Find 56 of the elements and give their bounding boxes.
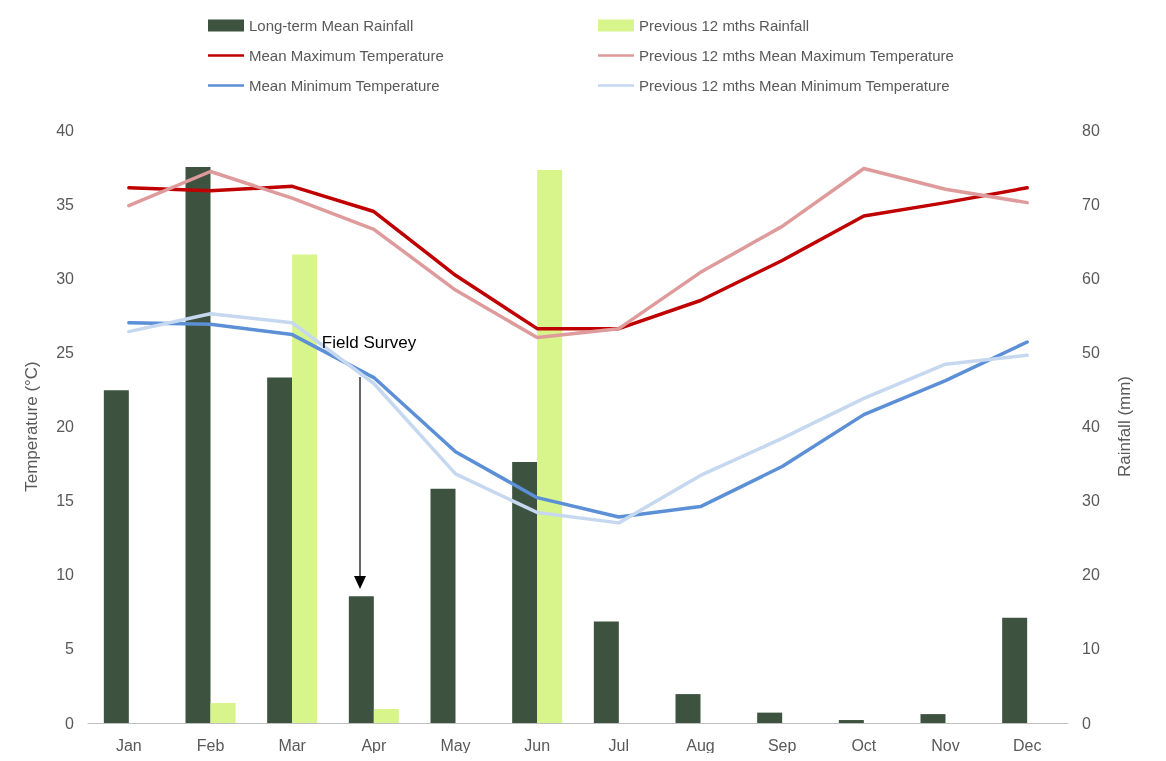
y2-tick-label: 80 [1082, 121, 1100, 139]
legend-label: Long-term Mean Rainfall [249, 17, 414, 34]
bar [185, 167, 211, 723]
y2-tick-label: 20 [1082, 566, 1100, 584]
x-tick-label: Jan [115, 736, 142, 754]
x-tick-label: Jun [524, 736, 551, 754]
y-tick-label: 10 [56, 566, 75, 584]
x-tick-label: May [440, 736, 471, 754]
bar [512, 462, 538, 723]
legend-label: Previous 12 mths Mean Maximum Temperature [639, 47, 954, 64]
legend-label: Mean Minimum Temperature [249, 77, 440, 94]
bar [1002, 617, 1028, 723]
x-tick-label: Sep [767, 736, 797, 754]
bar [373, 708, 399, 723]
x-tick-label: Mar [278, 736, 307, 754]
y2-axis-title: Rainfall (mm) [1115, 375, 1134, 478]
y2-tick-label: 60 [1082, 269, 1100, 287]
x-tick-label: Aug [686, 736, 715, 754]
bar [430, 488, 456, 723]
bar [675, 694, 701, 723]
y2-tick-label: 40 [1082, 418, 1100, 435]
bar [103, 390, 129, 723]
bar [537, 170, 563, 723]
bar [348, 596, 374, 723]
legend-label: Previous 12 mths Mean Minimum Temperature [639, 77, 950, 94]
bar [292, 254, 318, 723]
y-tick-label: 35 [56, 195, 75, 213]
y-axis-title: Temperature (°C) [22, 361, 41, 492]
bar [920, 714, 946, 723]
y-tick-label: 15 [56, 492, 75, 510]
y-tick-label: 20 [56, 418, 75, 435]
x-tick-label: Nov [931, 736, 960, 754]
x-tick-label: Dec [1012, 736, 1042, 754]
bar [593, 621, 619, 723]
y2-tick-label: 30 [1082, 492, 1100, 510]
x-tick-label: Jul [608, 736, 630, 754]
y2-tick-label: 70 [1082, 195, 1100, 213]
y2-tick-label: 50 [1082, 343, 1100, 361]
y-tick-label: 30 [56, 269, 75, 287]
x-tick-label: Feb [196, 736, 225, 754]
y-tick-label: 0 [65, 714, 75, 732]
y-tick-label: 40 [56, 121, 75, 139]
x-tick-label: Oct [851, 736, 877, 754]
bar [267, 377, 293, 723]
legend-label: Mean Maximum Temperature [249, 47, 444, 64]
bar [838, 720, 864, 723]
x-tick-label: Apr [361, 736, 387, 754]
y2-tick-label: 0 [1082, 714, 1091, 732]
y-tick-label: 25 [56, 343, 75, 361]
bar [210, 702, 236, 723]
bar [757, 712, 783, 723]
line-series [127, 184, 1029, 331]
legend-label: Previous 12 mths Rainfall [639, 17, 810, 34]
y-tick-label: 5 [65, 640, 75, 658]
y2-tick-label: 10 [1082, 640, 1100, 658]
annotation: Field Survey [321, 332, 417, 353]
